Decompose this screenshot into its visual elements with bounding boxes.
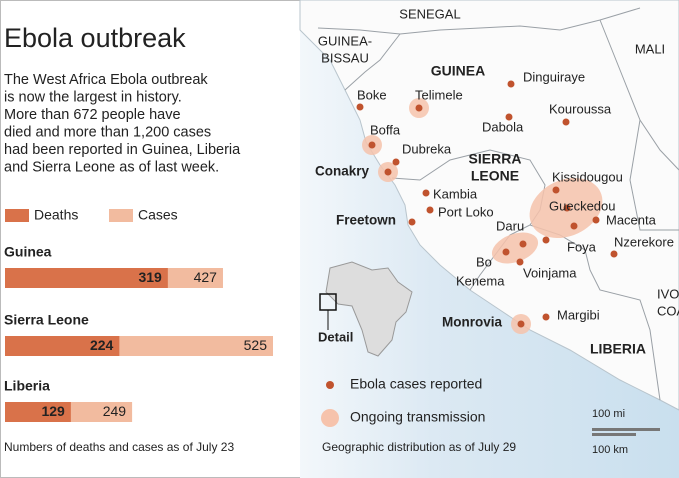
city-dot xyxy=(563,204,571,212)
map-legend-label: Ebola cases reported xyxy=(350,376,482,392)
city-dot xyxy=(408,218,416,226)
city-label: Boke xyxy=(357,87,387,102)
country-label: LEONE xyxy=(471,168,519,184)
city-label: Voinjama xyxy=(523,265,577,280)
value-label: 224 xyxy=(90,337,114,353)
subtitle-line: is now the largest in history. xyxy=(4,89,182,105)
subtitle-line: died and more than 1,200 cases xyxy=(4,124,211,140)
city-label: Nzerekore xyxy=(614,234,674,249)
legend-swatch xyxy=(5,209,29,222)
city-label: Dinguiraye xyxy=(523,69,585,84)
city-label: Kambia xyxy=(433,186,478,201)
country-label: GUINEA xyxy=(431,63,485,79)
bar xyxy=(5,402,71,422)
legend-label: Deaths xyxy=(34,207,78,223)
chart-note: Numbers of deaths and cases as of July 2… xyxy=(4,440,234,454)
map-legend-label: Ongoing transmission xyxy=(350,409,485,425)
city-label: Freetown xyxy=(336,213,396,228)
value-label: 129 xyxy=(41,403,65,419)
map-note: Geographic distribution as of July 29 xyxy=(322,440,516,454)
border xyxy=(344,33,401,91)
city-label: Macenta xyxy=(606,212,657,227)
transmission-zone xyxy=(491,232,539,264)
legend-swatch xyxy=(109,209,133,222)
city-label: Dabola xyxy=(482,119,524,134)
chart-title: Ebola outbreak xyxy=(4,23,186,53)
city-label: Margibi xyxy=(557,307,600,322)
country-label: IVORY xyxy=(657,286,679,301)
city-label: Foya xyxy=(567,239,597,254)
scale-bar xyxy=(592,428,660,431)
city-dot xyxy=(505,113,513,121)
scale-bar xyxy=(592,433,636,436)
country-label: BISSAU xyxy=(321,50,369,65)
subtitle-line: More than 672 people have xyxy=(4,107,181,123)
category-label: Liberia xyxy=(4,378,50,394)
city-dot xyxy=(415,104,423,112)
city-label: Dubreka xyxy=(402,141,452,156)
value-label: 319 xyxy=(138,269,162,285)
scale-label: 100 km xyxy=(592,444,628,456)
value-label: 525 xyxy=(244,337,268,353)
city-dot xyxy=(368,141,376,149)
country-label: MALI xyxy=(635,41,665,56)
city-dot xyxy=(502,248,510,256)
city-label: Kenema xyxy=(456,273,505,288)
category-label: Sierra Leone xyxy=(4,312,89,328)
country-label: LIBERIA xyxy=(590,341,646,357)
city-dot xyxy=(507,80,515,88)
city-dot xyxy=(392,158,400,166)
subtitle-line: The West Africa Ebola outbreak xyxy=(4,72,208,88)
value-label: 249 xyxy=(103,403,127,419)
sea xyxy=(230,0,679,478)
city-dot xyxy=(422,189,430,197)
value-label: 427 xyxy=(194,269,218,285)
city-label: Daru xyxy=(496,218,524,233)
city-dot xyxy=(517,320,525,328)
border xyxy=(317,7,641,35)
city-dot xyxy=(426,206,434,214)
city-dot xyxy=(562,118,570,126)
city-label: Monrovia xyxy=(442,315,502,330)
city-dot xyxy=(542,313,550,321)
legend-label: Cases xyxy=(138,207,178,223)
city-label: Gueckedou xyxy=(549,198,616,213)
city-dot xyxy=(356,103,364,111)
city-dot xyxy=(592,216,600,224)
legend-dot xyxy=(326,381,334,389)
city-dot xyxy=(552,186,560,194)
africa-inset xyxy=(325,261,413,357)
city-dot xyxy=(384,168,392,176)
legend-halo xyxy=(321,409,339,427)
scale-label: 100 mi xyxy=(592,408,625,420)
country-label: COAST xyxy=(657,303,679,318)
country-label: SIERRA xyxy=(469,151,522,167)
city-label: Bo xyxy=(476,254,492,269)
category-label: Guinea xyxy=(4,244,52,260)
detail-label: Detail xyxy=(318,329,353,344)
city-dot xyxy=(542,236,550,244)
city-dot xyxy=(519,240,527,248)
bar xyxy=(5,268,168,288)
city-label: Boffa xyxy=(370,122,401,137)
city-label: Conakry xyxy=(315,164,370,179)
city-dot xyxy=(570,222,578,230)
country-label: SENEGAL xyxy=(399,6,460,21)
city-label: Kouroussa xyxy=(549,101,612,116)
city-label: Kissidougou xyxy=(552,169,623,184)
city-label: Port Loko xyxy=(438,204,494,219)
subtitle-line: and Sierra Leone as of last week. xyxy=(4,159,219,175)
border xyxy=(629,119,679,231)
city-dot xyxy=(516,258,524,266)
city-dot xyxy=(610,250,618,258)
subtitle-line: had been reported in Guinea, Liberia xyxy=(4,142,241,158)
country-label: GUINEA- xyxy=(318,33,372,48)
land xyxy=(299,0,679,411)
city-label: Telimele xyxy=(415,87,463,102)
bar xyxy=(5,336,120,356)
